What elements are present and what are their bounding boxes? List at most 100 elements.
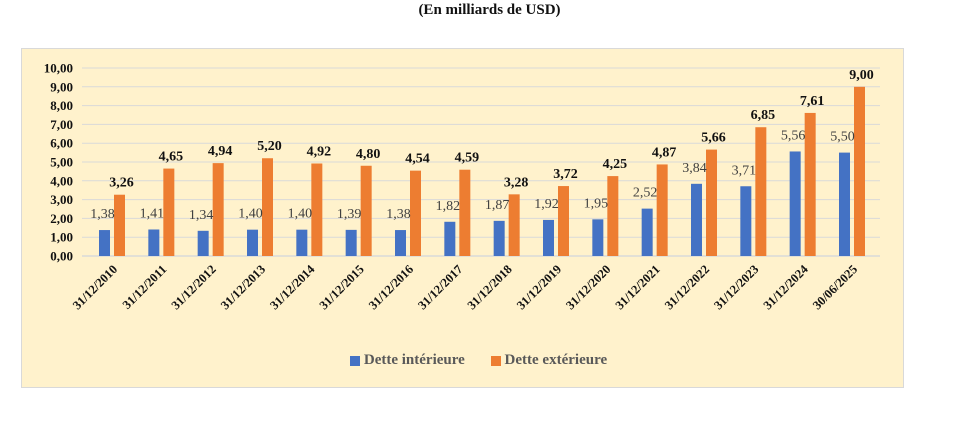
bar-dette-exterieure (755, 127, 767, 256)
data-label-interieure: 1,41 (140, 206, 165, 221)
data-label-interieure: 1,38 (386, 207, 411, 222)
legend-swatch-exterieure (490, 355, 501, 366)
bar-dette-exterieure (607, 176, 619, 256)
x-tick-label: 31/12/2021 (613, 262, 663, 312)
bar-dette-interieure (740, 186, 752, 256)
y-tick-label: 7,00 (50, 117, 73, 132)
bar-dette-exterieure (656, 164, 668, 256)
data-labels: 1,38 3,26 1,41 4,65 1,34 4,94 1,40 5,20 1,40 4,92… (90, 68, 874, 223)
bar-dette-interieure (493, 220, 505, 256)
data-label-exterieure: 5,20 (257, 139, 282, 154)
x-tick-label: 31/12/2013 (218, 262, 268, 312)
bar-dette-interieure (345, 229, 357, 256)
x-tick-label: 31/12/2018 (465, 262, 515, 312)
x-tick-label: 31/12/2016 (366, 262, 416, 312)
x-tick-label: 31/12/2022 (662, 262, 712, 312)
bar-dette-exterieure (508, 194, 520, 256)
y-tick-label: 4,00 (50, 173, 73, 188)
y-axis: 0,00 1,00 2,00 3,00 4,00 5,00 6,00 7,00 8,00 9,00… (44, 61, 73, 264)
bar-dette-interieure (641, 208, 653, 256)
legend-swatch-interieure (349, 355, 360, 366)
x-tick-label: 31/12/2024 (761, 262, 812, 313)
data-label-exterieure: 4,94 (208, 144, 233, 159)
x-tick-label: 31/12/2023 (711, 262, 761, 312)
bar-dette-exterieure (114, 194, 125, 256)
bars (99, 86, 865, 256)
bar-dette-interieure (839, 152, 850, 256)
legend-item-interieure: Dette intérieure (349, 352, 465, 369)
legend: Dette intérieure Dette extérieure (0, 352, 979, 371)
x-tick-label: 31/12/2010 (70, 262, 120, 312)
data-label-exterieure: 4,59 (455, 151, 480, 166)
x-tick-label: 31/12/2012 (169, 262, 219, 312)
bar-dette-interieure (395, 230, 406, 256)
data-label-exterieure: 4,25 (603, 157, 628, 172)
x-tick-label: 31/12/2015 (317, 262, 367, 312)
data-label-interieure: 5,56 (781, 128, 806, 143)
data-label-interieure: 5,50 (830, 130, 855, 145)
bar-dette-interieure (197, 230, 209, 256)
bar-dette-exterieure (311, 163, 323, 256)
bar-dette-interieure (99, 230, 110, 256)
x-tick-label: 31/12/2014 (267, 262, 318, 313)
bar-dette-interieure (444, 221, 456, 256)
data-label-interieure: 1,39 (337, 207, 362, 222)
y-tick-label: 3,00 (50, 192, 73, 207)
data-label-interieure: 3,71 (732, 163, 757, 178)
bar-dette-interieure (148, 229, 160, 256)
data-label-interieure: 1,40 (288, 207, 313, 222)
x-axis: 31/12/2010 31/12/2011 31/12/2012 31/12/2013… (70, 262, 860, 313)
data-label-exterieure: 6,85 (751, 108, 776, 123)
bar-dette-exterieure (706, 149, 717, 256)
data-label-interieure: 1,34 (189, 208, 214, 223)
bar-dette-exterieure (212, 163, 224, 256)
x-tick-label: 31/12/2017 (415, 262, 465, 312)
bar-dette-exterieure (262, 158, 273, 256)
data-label-exterieure: 4,80 (356, 147, 381, 162)
data-label-exterieure: 3,26 (109, 176, 134, 191)
y-tick-label: 8,00 (50, 98, 73, 113)
bar-dette-exterieure (804, 112, 816, 256)
chart-title: (En milliards de USD) (418, 2, 561, 18)
bar-dette-interieure (296, 229, 308, 256)
data-label-exterieure: 9,00 (849, 68, 874, 83)
data-label-exterieure: 3,72 (553, 167, 578, 182)
data-label-interieure: 1,82 (436, 199, 461, 214)
x-tick-label: 30/06/2025 (810, 262, 860, 312)
data-label-interieure: 2,52 (633, 186, 658, 201)
data-label-exterieure: 4,54 (405, 152, 430, 167)
bar-dette-exterieure (854, 86, 865, 256)
y-tick-label: 1,00 (50, 230, 73, 245)
y-tick-label: 5,00 (50, 155, 73, 170)
data-label-exterieure: 3,28 (504, 175, 529, 190)
data-label-interieure: 3,84 (682, 161, 707, 176)
legend-label-interieure: Dette intérieure (363, 352, 465, 368)
bar-dette-interieure (789, 151, 801, 256)
bar-dette-exterieure (459, 169, 471, 256)
bar-dette-interieure (247, 229, 258, 256)
bar-dette-interieure (543, 219, 554, 256)
data-label-exterieure: 5,66 (701, 131, 726, 146)
bar-dette-exterieure (410, 170, 421, 256)
data-label-exterieure: 4,87 (652, 145, 677, 160)
legend-label-exterieure: Dette extérieure (504, 352, 608, 368)
data-label-interieure: 1,87 (485, 198, 510, 213)
data-label-exterieure: 4,65 (159, 150, 184, 165)
data-label-interieure: 1,95 (584, 196, 609, 211)
y-tick-label: 6,00 (50, 136, 73, 151)
data-label-exterieure: 7,61 (800, 94, 825, 109)
y-tick-label: 10,00 (44, 61, 73, 76)
bar-dette-exterieure (360, 165, 372, 256)
legend-item-exterieure: Dette extérieure (490, 352, 608, 369)
bar-dette-interieure (592, 219, 604, 256)
bar-dette-exterieure (163, 168, 175, 256)
y-tick-label: 0,00 (50, 249, 73, 264)
bar-dette-interieure (691, 183, 702, 256)
bar-dette-exterieure (558, 186, 569, 256)
data-label-exterieure: 4,92 (307, 145, 332, 160)
x-tick-label: 31/12/2019 (514, 262, 564, 312)
x-tick-label: 31/12/2020 (563, 262, 613, 312)
y-tick-label: 9,00 (50, 79, 73, 94)
y-tick-label: 2,00 (50, 211, 73, 226)
